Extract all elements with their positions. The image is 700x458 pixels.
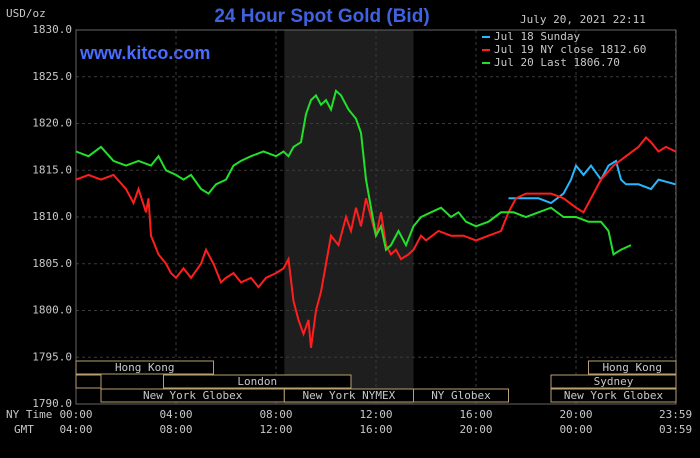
- session-label: London: [237, 375, 277, 388]
- legend-label: Jul 18 Sunday: [494, 30, 580, 43]
- session-label: Sydney: [594, 375, 634, 388]
- legend-label: Jul 19 NY close 1812.60: [494, 43, 646, 56]
- series-line: [508, 159, 676, 205]
- watermark: www.kitco.com: [79, 43, 210, 63]
- y-tick-label: 1810.0: [32, 210, 72, 223]
- x-tick-label: 04:00: [159, 408, 192, 421]
- plot-frame: [75, 29, 677, 405]
- session-label: New York Globex: [143, 389, 243, 402]
- session-bar: [75, 360, 214, 375]
- x-tick-label: 00:00: [59, 408, 92, 421]
- gmt-tick-label: 04:00: [59, 423, 92, 436]
- x-axis-label: NY Time: [6, 408, 52, 421]
- gmt-tick-label: 20:00: [459, 423, 492, 436]
- y-axis-label: USD/oz: [6, 7, 46, 20]
- session-bar: [163, 374, 352, 389]
- session-bar: [413, 388, 509, 403]
- gmt-tick-label: 08:00: [159, 423, 192, 436]
- y-tick-label: 1795.0: [32, 350, 72, 363]
- timestamp: July 20, 2021 22:11: [520, 13, 646, 26]
- series-line: [75, 136, 676, 349]
- legend-label: Jul 20 Last 1806.70: [494, 56, 620, 69]
- y-tick-label: 1800.0: [32, 304, 72, 317]
- session-bar: [550, 374, 677, 389]
- session-label: New York Globex: [564, 389, 664, 402]
- gmt-tick-label: 12:00: [259, 423, 292, 436]
- x-tick-label: 20:00: [559, 408, 592, 421]
- session-bar: [550, 388, 677, 403]
- session-label: New York NYMEX: [303, 389, 396, 402]
- y-tick-label: 1820.0: [32, 117, 72, 130]
- x-tick-label: 12:00: [359, 408, 392, 421]
- gmt-tick-label: 00:00: [559, 423, 592, 436]
- x-tick-label: 08:00: [259, 408, 292, 421]
- session-label: NY Globex: [431, 389, 491, 402]
- y-tick-label: 1805.0: [32, 257, 72, 270]
- session-bar: [75, 374, 102, 389]
- series-line: [75, 88, 632, 257]
- y-tick-label: 1825.0: [32, 70, 72, 83]
- gmt-tick-label: 16:00: [359, 423, 392, 436]
- y-tick-label: 1790.0: [32, 397, 72, 410]
- x2-axis-label: GMT: [14, 423, 34, 436]
- x-tick-label: 16:00: [459, 408, 492, 421]
- session-label: Hong Kong: [115, 361, 175, 374]
- session-label: Hong Kong: [602, 361, 662, 374]
- chart-title: 24 Hour Spot Gold (Bid): [214, 6, 429, 27]
- gmt-tick-label: 03:59: [659, 423, 692, 436]
- session-bar: [588, 360, 677, 375]
- x-tick-label: 23:59: [659, 408, 692, 421]
- y-tick-label: 1830.0: [32, 23, 72, 36]
- y-tick-label: 1815.0: [32, 163, 72, 176]
